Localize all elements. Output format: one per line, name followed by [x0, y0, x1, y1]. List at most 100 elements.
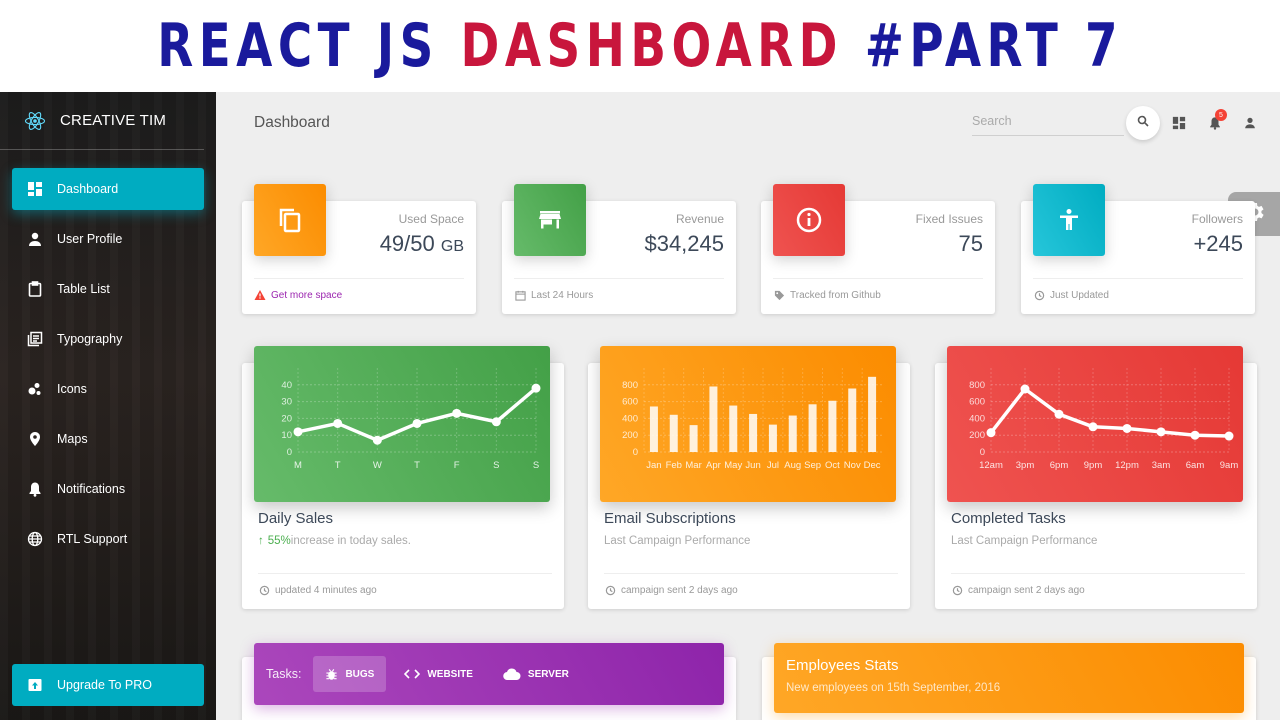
accessibility-icon: [1033, 184, 1105, 256]
x-tick-label: Jun: [745, 460, 760, 471]
sidebar-item-user-profile[interactable]: User Profile: [12, 218, 204, 260]
bubble-chart-icon: [26, 380, 44, 398]
store-icon: [514, 184, 586, 256]
increase-percent: 55%: [267, 535, 291, 547]
sidebar-item-label: Dashboard: [57, 182, 119, 196]
y-tick-label: 800: [969, 380, 985, 391]
stat-footer: Tracked from Github: [773, 278, 983, 301]
dashboard-icon[interactable]: [1171, 115, 1187, 131]
clock-icon: [951, 584, 963, 596]
chart-subtitle: ↑ 55% increase in today sales.: [258, 535, 411, 547]
sidebar-item-label: Table List: [57, 282, 110, 296]
tab-label: BUGS: [345, 668, 375, 680]
chart-subtitle: Last Campaign Performance: [951, 535, 1098, 547]
update-icon: [1033, 289, 1045, 301]
clock-icon: [258, 584, 270, 596]
get-more-space-link[interactable]: Get more space: [271, 289, 343, 301]
x-tick-label: Nov: [844, 460, 861, 471]
x-tick-label: Aug: [784, 460, 801, 471]
data-point: [531, 383, 541, 393]
stat-value: $34,245: [644, 231, 724, 256]
x-tick-label: Jul: [767, 460, 779, 471]
stat-card-followers: Followers +245 Just Updated: [1021, 184, 1255, 314]
info-outline-icon: [773, 184, 845, 256]
tab-website[interactable]: WEBSITE: [392, 656, 485, 692]
stat-card-used-space: Used Space 49/50 GB Get more space: [242, 184, 476, 314]
sidebar-item-notifications[interactable]: Notifications: [12, 468, 204, 510]
unarchive-icon: [26, 676, 44, 694]
tab-server[interactable]: SERVER: [491, 656, 581, 692]
bar: [768, 424, 777, 452]
bar: [689, 425, 698, 452]
brand-name: CREATIVE TIM: [60, 112, 167, 129]
chart-footer: campaign sent 2 days ago: [604, 573, 898, 596]
chart-subtitle: Last Campaign Performance: [604, 535, 751, 547]
x-tick-label: Oct: [825, 460, 840, 471]
stat-label: Revenue: [675, 212, 724, 226]
notification-badge: 5: [1215, 109, 1227, 121]
language-icon: [26, 530, 44, 548]
search-button[interactable]: [1126, 106, 1160, 140]
sidebar-item-maps[interactable]: Maps: [12, 418, 204, 460]
tasks-card-header: Tasks: BUGS WEBSITE SERVER: [254, 643, 724, 705]
y-tick-label: 30: [281, 397, 292, 408]
x-tick-label: S: [493, 460, 499, 471]
search-icon: [1137, 114, 1149, 132]
stat-value: 49/50 GB: [380, 231, 464, 257]
warning-icon: [254, 289, 266, 301]
data-point: [452, 408, 462, 418]
brand[interactable]: CREATIVE TIM: [0, 92, 204, 150]
x-tick-label: 9pm: [1084, 460, 1103, 471]
chart-title: Completed Tasks: [951, 510, 1066, 527]
sidebar-item-rtl-support[interactable]: RTL Support: [12, 518, 204, 560]
code-icon: [404, 668, 421, 680]
employees-card-header: Employees Stats New employees on 15th Se…: [774, 643, 1244, 713]
tab-label: WEBSITE: [427, 668, 473, 680]
stat-footer: Last 24 Hours: [514, 278, 724, 301]
main-panel: Dashboard Search 5 Used Space 49/50 GB G…: [216, 92, 1280, 720]
bar: [828, 400, 837, 452]
bug-icon: [325, 668, 338, 681]
page-title[interactable]: Dashboard: [254, 114, 330, 131]
sidebar-item-label: User Profile: [57, 232, 123, 246]
stat-footer: Just Updated: [1033, 278, 1243, 301]
x-tick-label: T: [414, 460, 420, 471]
x-tick-label: Dec: [864, 460, 881, 471]
x-tick-label: W: [373, 460, 382, 471]
y-tick-label: 600: [969, 397, 985, 408]
sidebar-item-label: Icons: [57, 382, 87, 396]
person-icon[interactable]: [1242, 115, 1258, 131]
bar: [649, 406, 658, 452]
chart-footer-text: updated 4 minutes ago: [275, 584, 377, 596]
completed-tasks-chart: 0 200 400 600 800 12am 3pm 6pm 9pm 12pm 3am 6am 9am: [947, 346, 1243, 502]
x-tick-label: T: [335, 460, 341, 471]
tab-bugs[interactable]: BUGS: [313, 656, 387, 692]
stat-footer-text: Just Updated: [1050, 289, 1109, 301]
chart-footer-text: campaign sent 2 days ago: [621, 584, 738, 596]
daily-sales-chart: 0 10 20 30 40 M T W T F S S: [254, 346, 550, 502]
sidebar-item-typography[interactable]: Typography: [12, 318, 204, 360]
search-input[interactable]: Search: [972, 112, 1124, 136]
y-tick-label: 400: [622, 413, 638, 424]
dashboard-icon: [26, 180, 44, 198]
bar: [788, 415, 797, 452]
x-tick-label: M: [294, 460, 302, 471]
sidebar: CREATIVE TIM Dashboard User Profile Tabl…: [0, 92, 216, 720]
x-tick-label: Apr: [706, 460, 721, 471]
sidebar-item-table-list[interactable]: Table List: [12, 268, 204, 310]
data-point: [1156, 427, 1166, 437]
y-tick-label: 10: [281, 430, 292, 441]
increase-text: increase in today sales.: [290, 535, 411, 547]
person-icon: [26, 230, 44, 248]
upgrade-to-pro-button[interactable]: Upgrade To PRO: [12, 664, 204, 706]
tag-icon: [773, 289, 785, 301]
sidebar-item-dashboard[interactable]: Dashboard: [12, 168, 204, 210]
tasks-label: Tasks:: [266, 667, 302, 681]
top-navbar: Dashboard Search 5: [216, 92, 1280, 154]
sidebar-item-icons[interactable]: Icons: [12, 368, 204, 410]
stat-label: Followers: [1191, 212, 1243, 226]
cloud-icon: [503, 668, 521, 680]
stat-value: 75: [958, 231, 983, 256]
y-tick-label: 200: [622, 430, 638, 441]
x-tick-label: 9am: [1220, 460, 1239, 471]
